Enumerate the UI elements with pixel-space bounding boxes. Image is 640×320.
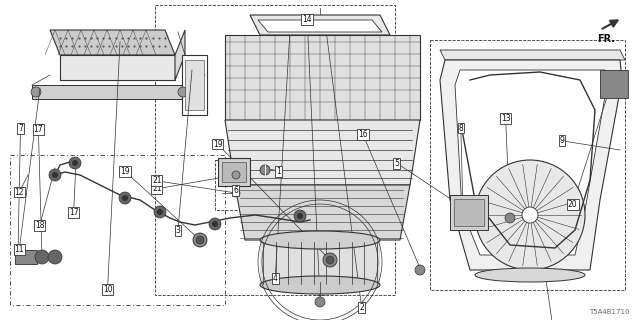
Polygon shape (440, 60, 622, 270)
Text: 6: 6 (233, 186, 238, 195)
Text: 11: 11 (15, 245, 24, 254)
Bar (15, 250, 37, 264)
Circle shape (122, 195, 128, 201)
Text: 19: 19 (212, 140, 223, 148)
Ellipse shape (260, 231, 380, 249)
Text: 4: 4 (273, 274, 278, 283)
Circle shape (35, 250, 49, 264)
Polygon shape (258, 20, 382, 32)
Text: 3: 3 (175, 226, 180, 235)
Bar (155, 5, 395, 295)
Text: 2: 2 (359, 303, 364, 312)
Bar (600, 70, 628, 98)
Circle shape (297, 213, 303, 219)
Bar (430, 40, 625, 290)
Circle shape (475, 160, 585, 270)
Text: 21: 21 (152, 176, 161, 185)
Bar (218, 158, 250, 186)
Bar (185, 60, 204, 110)
Circle shape (157, 209, 163, 215)
Text: 20: 20 (568, 200, 578, 209)
Circle shape (119, 192, 131, 204)
Text: 7: 7 (18, 124, 23, 133)
Circle shape (326, 256, 334, 264)
Circle shape (48, 250, 62, 264)
Circle shape (69, 157, 81, 169)
Circle shape (323, 253, 337, 267)
Text: 19: 19 (120, 167, 130, 176)
Polygon shape (235, 185, 410, 240)
Text: 21: 21 (152, 184, 161, 193)
Bar (222, 162, 246, 182)
Text: T5A4B1710: T5A4B1710 (589, 309, 630, 315)
Bar (454, 199, 484, 226)
Circle shape (193, 233, 207, 247)
Polygon shape (440, 50, 625, 60)
Text: 10: 10 (102, 285, 113, 294)
Text: 1: 1 (276, 167, 281, 176)
Text: 5: 5 (394, 159, 399, 168)
Bar (10, 155, 225, 305)
Text: 8: 8 (458, 124, 463, 132)
Circle shape (49, 169, 61, 181)
Text: 9: 9 (559, 136, 564, 145)
Circle shape (505, 213, 515, 223)
Text: 17: 17 (68, 208, 79, 217)
Circle shape (178, 87, 188, 97)
Circle shape (232, 171, 240, 179)
Polygon shape (455, 70, 607, 255)
Polygon shape (60, 55, 175, 80)
Text: FR.: FR. (597, 34, 615, 44)
Circle shape (212, 221, 218, 227)
Text: 14: 14 (302, 15, 312, 24)
Bar (182, 55, 207, 115)
Text: 17: 17 (33, 125, 44, 134)
Bar (450, 195, 488, 230)
Circle shape (72, 160, 78, 166)
Ellipse shape (475, 268, 585, 282)
Text: 13: 13 (500, 114, 511, 123)
Text: 18: 18 (35, 221, 44, 230)
Text: 16: 16 (358, 130, 368, 139)
Ellipse shape (260, 276, 380, 294)
Polygon shape (225, 120, 420, 185)
Circle shape (522, 207, 538, 223)
Circle shape (154, 206, 166, 218)
Circle shape (232, 189, 240, 197)
Circle shape (415, 265, 425, 275)
Circle shape (31, 87, 41, 97)
Polygon shape (250, 15, 390, 35)
Circle shape (52, 172, 58, 178)
Polygon shape (175, 30, 185, 80)
Polygon shape (50, 30, 175, 55)
Circle shape (294, 210, 306, 222)
Bar (32, 85, 187, 99)
Bar (260, 240, 380, 285)
Circle shape (315, 297, 325, 307)
Circle shape (260, 165, 270, 175)
Text: 12: 12 (15, 188, 24, 196)
Circle shape (196, 236, 204, 244)
Bar (225, 35, 420, 120)
Circle shape (209, 218, 221, 230)
Bar (215, 160, 285, 210)
